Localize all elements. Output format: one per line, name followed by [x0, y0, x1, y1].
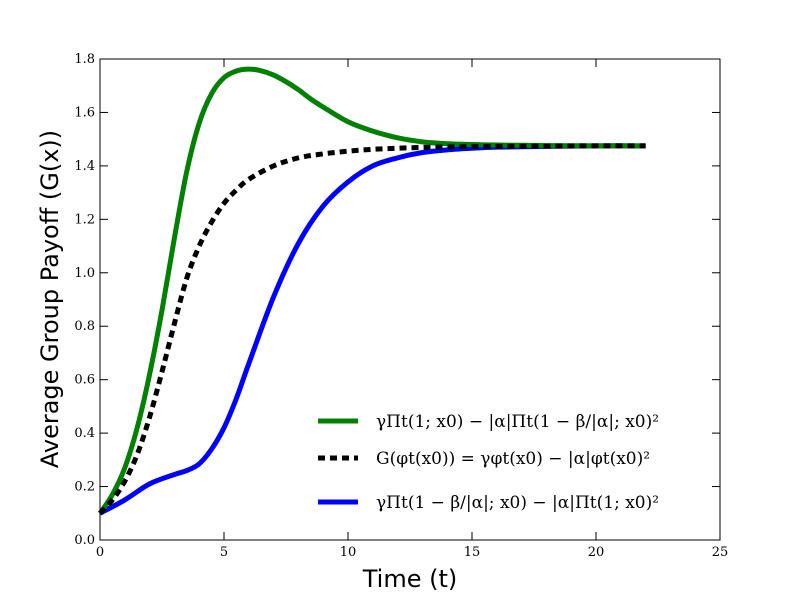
y-tick-label: 0.2 [74, 480, 95, 495]
y-tick-label: 1.4 [74, 159, 95, 174]
y-tick-label: 0.6 [74, 373, 95, 388]
ticks-layer: 0 5 10 15 20 25 0.0 0.2 0.4 0.6 0.8 1.0 1.2 1.4 1.6 1.8 [74, 52, 728, 560]
x-tick-label: 10 [340, 545, 357, 560]
legend: γΠt(1; x0) − |α|Πt(1 − β/|α|; x0)² G(φt(x… [318, 412, 659, 513]
series-line-1 [98, 143, 646, 516]
legend-label-0: γΠt(1; x0) − |α|Πt(1 − β/|α|; x0)² [376, 412, 659, 432]
x-tick-label: 15 [464, 545, 481, 560]
legend-label-1: G(φt(x0)) = γφt(x0) − |α|φt(x0)² [376, 449, 650, 469]
x-tick-label: 5 [220, 545, 228, 560]
plot-layer [97, 66, 646, 516]
y-tick-label: 0.0 [74, 533, 95, 548]
legend-label-2: γΠt(1 − β/|α|; x0) − |α|Πt(1; x0)² [376, 493, 659, 513]
y-tick-label: 0.8 [74, 319, 95, 334]
x-tick-label: 0 [96, 545, 104, 560]
y-axis-title: Average Group Payoff (G(x)) [36, 130, 64, 468]
x-tick-label: 20 [588, 545, 605, 560]
axes-frame [99, 58, 721, 541]
y-tick-label: 1.8 [74, 52, 95, 67]
y-tick-label: 0.4 [74, 426, 95, 441]
series-line-0 [97, 66, 646, 515]
y-tick-label: 1.6 [74, 105, 95, 120]
y-tick-label: 1.0 [74, 266, 95, 281]
y-tick-label: 1.2 [74, 212, 95, 227]
x-tick-label: 25 [712, 545, 729, 560]
x-axis-title: Time (t) [362, 565, 458, 593]
